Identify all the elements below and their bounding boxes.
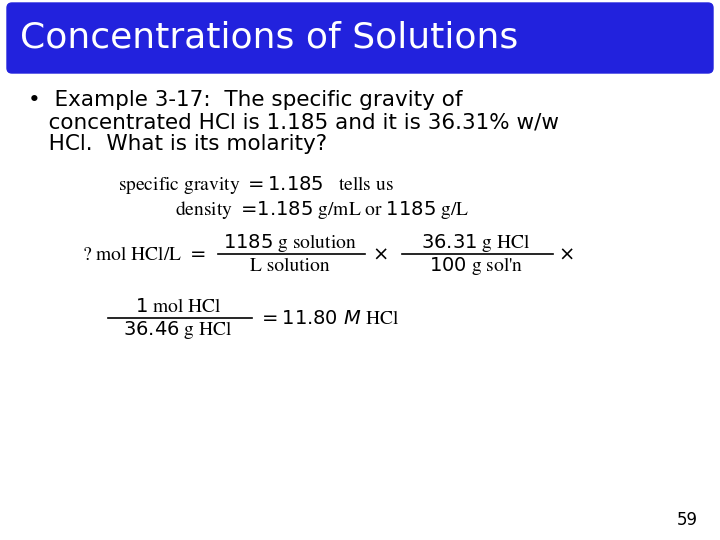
Text: concentrated HCl is 1.185 and it is 36.31% w/w: concentrated HCl is 1.185 and it is 36.3… [28,112,559,132]
Text: HCl.  What is its molarity?: HCl. What is its molarity? [28,134,327,154]
Text: ? mol HCl/L $=$: ? mol HCl/L $=$ [82,246,206,264]
Text: $\times$: $\times$ [558,246,574,264]
Text: •  Example 3-17:  The specific gravity of: • Example 3-17: The specific gravity of [28,90,462,110]
Text: $= 11.80\ \mathit{M}$ HCl: $= 11.80\ \mathit{M}$ HCl [258,310,400,328]
Text: $\times$: $\times$ [372,246,387,264]
Text: density $=\!1.185$ g/mL or $1185$ g/L: density $=\!1.185$ g/mL or $1185$ g/L [175,199,469,221]
Text: $100$ g sol'n: $100$ g sol'n [429,255,523,277]
Text: 59: 59 [677,511,698,529]
Text: $36.46$ g HCl: $36.46$ g HCl [123,319,233,341]
Text: $36.31$ g HCl: $36.31$ g HCl [421,232,531,254]
Text: $1$ mol HCl: $1$ mol HCl [135,298,221,316]
Text: L solution: L solution [250,258,330,274]
Text: $1185$ g solution: $1185$ g solution [223,232,357,254]
Text: specific gravity $= 1.185$   tells us: specific gravity $= 1.185$ tells us [118,174,394,196]
Text: Concentrations of Solutions: Concentrations of Solutions [20,21,518,55]
FancyBboxPatch shape [7,3,713,73]
